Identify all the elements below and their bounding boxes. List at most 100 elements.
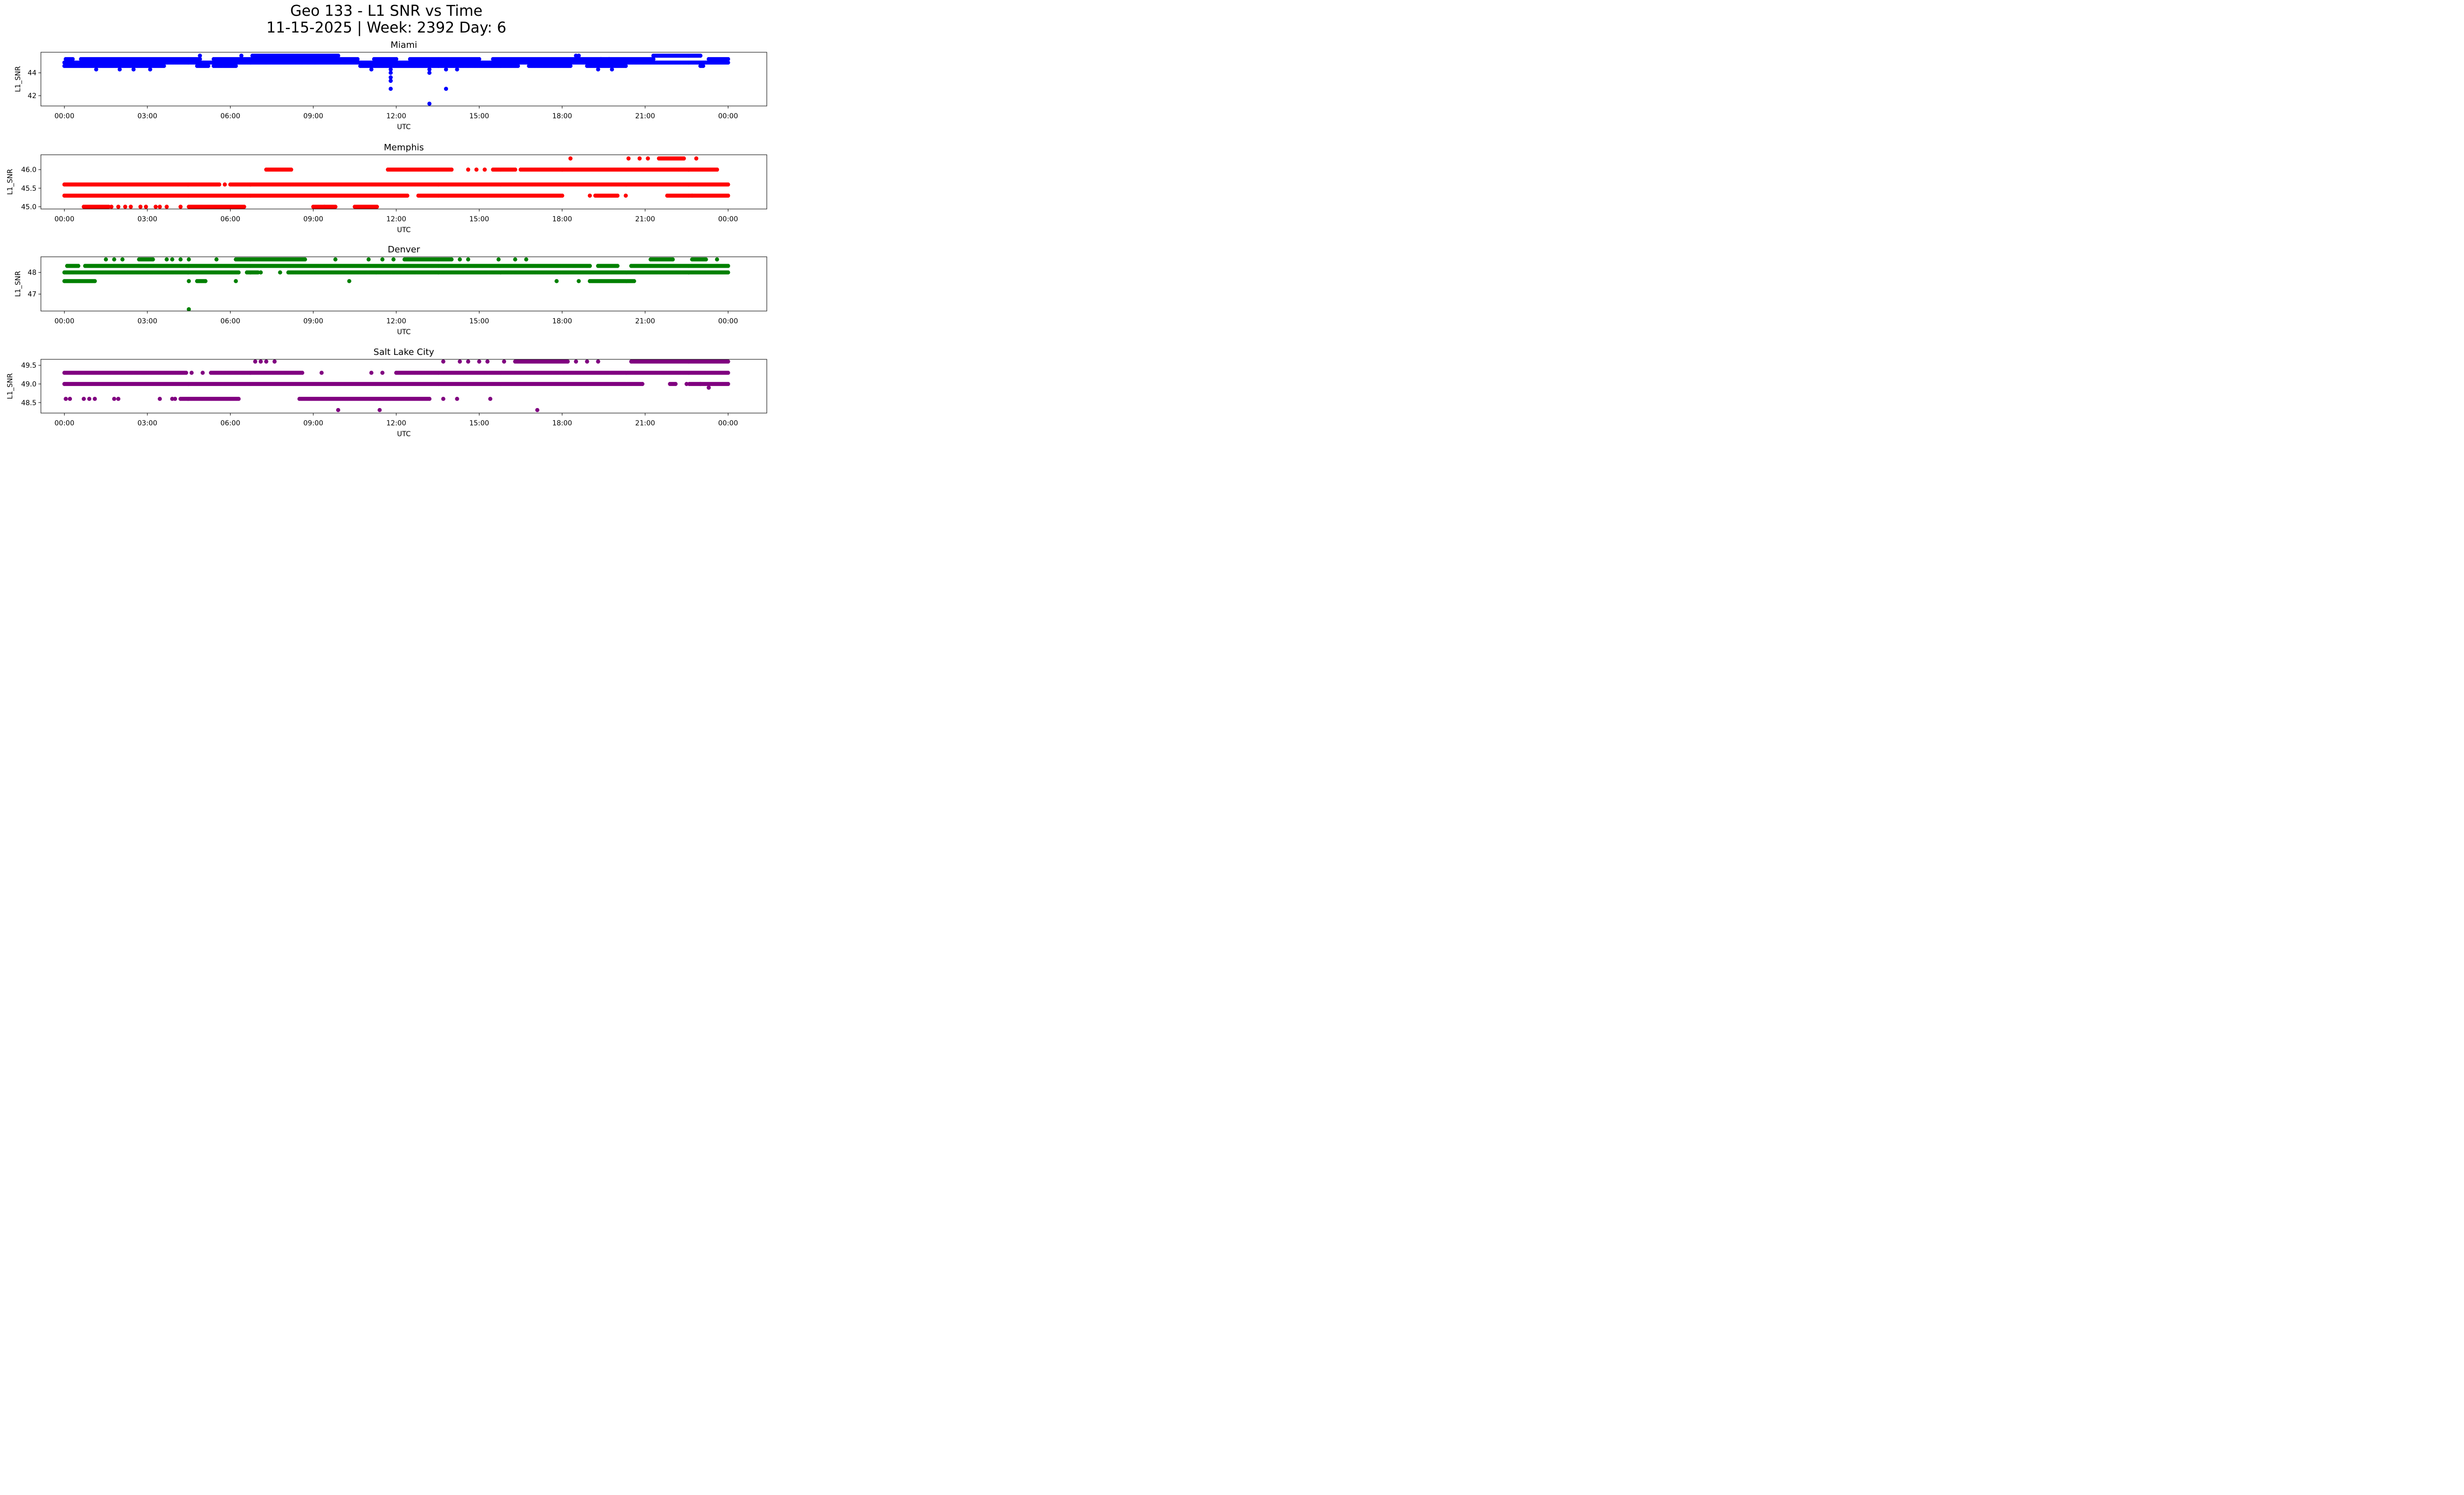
data-point (502, 359, 507, 364)
x-axis-label: UTC (397, 123, 411, 131)
data-point (726, 57, 730, 62)
axes-frame (40, 154, 767, 209)
x-tick-label: 15:00 (469, 112, 489, 120)
y-tick-label: 48 (28, 269, 36, 277)
data-point (201, 371, 205, 375)
data-point (369, 67, 374, 71)
x-tick-label: 18:00 (552, 112, 572, 120)
x-tick-label: 12:00 (386, 215, 406, 223)
y-tick-label: 47 (28, 291, 36, 299)
data-point (565, 359, 570, 364)
x-tick-label: 21:00 (635, 317, 655, 325)
scatter-series (62, 257, 730, 311)
x-tick-label: 00:00 (55, 112, 74, 120)
figure-title-line2: 11-15-2025 | Week: 2392 Day: 6 (266, 19, 507, 36)
data-point (587, 264, 592, 268)
subplot-title: Memphis (384, 142, 424, 153)
data-point (258, 270, 263, 275)
data-point (726, 382, 730, 386)
axes-frame (40, 359, 767, 414)
x-axis-label: UTC (397, 328, 411, 336)
data-point (698, 53, 703, 58)
data-point (701, 64, 706, 68)
x-tick-label: 06:00 (220, 419, 240, 427)
x-tick-label: 15:00 (469, 419, 489, 427)
data-point (449, 257, 454, 262)
data-point (258, 359, 263, 364)
x-tick-label: 18:00 (552, 215, 572, 223)
data-point (116, 205, 121, 209)
data-point (131, 67, 136, 71)
data-point (388, 75, 393, 80)
data-point (610, 67, 615, 71)
data-point (690, 193, 694, 198)
y-tick-label: 46.0 (21, 166, 36, 174)
data-point (388, 70, 393, 75)
data-point (596, 67, 600, 71)
data-point (513, 257, 517, 262)
x-tick-label: 03:00 (137, 317, 157, 325)
x-tick-label: 00:00 (55, 317, 74, 325)
data-point (726, 193, 730, 198)
data-point (198, 53, 202, 58)
data-point (217, 182, 222, 187)
data-point (234, 64, 238, 68)
data-point (485, 359, 490, 364)
y-tick-label: 45.0 (21, 203, 36, 211)
data-point (560, 193, 565, 198)
scatter-series (62, 156, 730, 209)
data-point (457, 359, 462, 364)
data-point (607, 57, 612, 62)
x-tick-label: 21:00 (635, 215, 655, 223)
data-point (333, 257, 338, 262)
data-point (694, 156, 699, 161)
data-point (524, 257, 529, 262)
subplot-title: Salt Lake City (374, 347, 435, 357)
y-axis-label: L1_SNR (14, 271, 22, 297)
data-point (726, 359, 730, 364)
data-point (138, 205, 143, 209)
data-point (726, 371, 730, 375)
data-point (103, 257, 108, 262)
data-point (123, 205, 128, 209)
data-point (303, 257, 308, 262)
data-point (112, 257, 116, 262)
data-point (253, 359, 258, 364)
data-point (596, 359, 600, 364)
data-point (336, 408, 341, 413)
data-point (242, 205, 246, 209)
data-point (715, 167, 719, 172)
data-point (333, 205, 338, 209)
data-point (391, 257, 396, 262)
figure: Geo 133 - L1 SNR vs Time 11-15-2025 | We… (0, 0, 773, 444)
data-point (577, 53, 581, 58)
data-point (388, 87, 393, 91)
data-point (684, 382, 689, 386)
data-point (187, 307, 191, 311)
data-point (457, 257, 462, 262)
data-point (394, 57, 399, 62)
data-point (189, 371, 194, 375)
x-tick-label: 18:00 (552, 317, 572, 325)
x-tick-label: 09:00 (304, 419, 323, 427)
x-tick-label: 15:00 (469, 317, 489, 325)
data-point (347, 279, 351, 283)
data-point (223, 182, 227, 187)
data-point (444, 87, 448, 91)
data-point (466, 167, 471, 172)
data-point (632, 279, 636, 283)
scatter-series (62, 53, 730, 106)
y-axis-label: L1_SNR (6, 373, 14, 399)
y-tick-label: 45.5 (21, 185, 36, 193)
y-tick-label: 49.0 (21, 381, 36, 388)
data-point (144, 205, 148, 209)
data-point (162, 64, 166, 68)
data-point (165, 205, 169, 209)
data-point (322, 205, 327, 209)
x-tick-label: 12:00 (386, 317, 406, 325)
data-point (444, 67, 448, 71)
figure-title-line1: Geo 133 - L1 SNR vs Time (290, 2, 483, 20)
x-tick-label: 18:00 (552, 419, 572, 427)
